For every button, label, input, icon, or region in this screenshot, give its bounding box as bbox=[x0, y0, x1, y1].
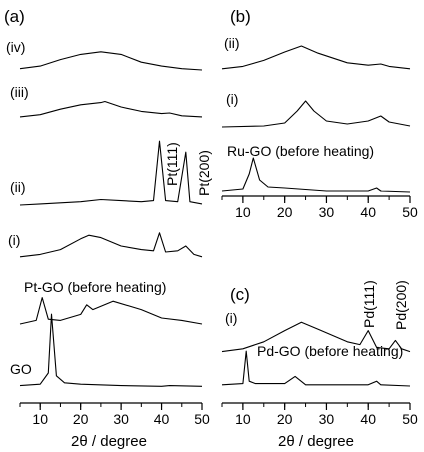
x-axis-label-a: 2θ / degree bbox=[71, 433, 147, 450]
series-label-a-ii: (ii) bbox=[10, 179, 26, 195]
tick-label-b: 20 bbox=[277, 204, 293, 220]
traces-a bbox=[19, 51, 203, 387]
traces-c bbox=[221, 321, 411, 387]
tick-label-c: 10 bbox=[235, 411, 251, 427]
series-line-a-1 bbox=[19, 100, 203, 118]
x-axis-c: 10 20 30 40 50 bbox=[221, 402, 418, 427]
tick-label-a: 40 bbox=[154, 411, 170, 427]
series-line-c-1 bbox=[221, 350, 411, 387]
series-line-b-0 bbox=[221, 45, 411, 70]
series-label-b-ii: (ii) bbox=[224, 35, 240, 51]
tick-label-c: 30 bbox=[319, 411, 335, 427]
traces-b bbox=[221, 45, 411, 193]
tick-label-c: 40 bbox=[360, 411, 376, 427]
series-line-a-5 bbox=[19, 313, 203, 387]
tick-label-b: 30 bbox=[319, 204, 335, 220]
panel-b: (b) (ii) (i) Ru-GO (before heating) 10 20… bbox=[221, 7, 418, 220]
series-label-c-i: (i) bbox=[225, 310, 237, 326]
series-label-b-i: (i) bbox=[226, 91, 238, 107]
series-line-b-1 bbox=[221, 100, 411, 128]
tick-label-b: 40 bbox=[360, 204, 376, 220]
x-axis-label-c: 2θ / degree bbox=[278, 433, 354, 450]
panel-b-letter: (b) bbox=[230, 7, 251, 26]
panel-a: (a) (iv) (iii) (ii) (i) Pt-GO (before he… bbox=[4, 7, 212, 450]
series-line-a-3 bbox=[19, 232, 203, 258]
tick-label-a: 20 bbox=[73, 411, 89, 427]
series-line-b-2 bbox=[221, 157, 411, 193]
annotation-pt200: Pt(200) bbox=[196, 150, 212, 196]
tick-label-b: 50 bbox=[402, 204, 418, 220]
tick-label-a: 30 bbox=[113, 411, 129, 427]
annotation-pd111: Pd(111) bbox=[361, 280, 377, 328]
tick-label-a: 50 bbox=[194, 411, 210, 427]
series-line-a-2 bbox=[19, 140, 203, 206]
series-label-a-iv: (iv) bbox=[6, 39, 25, 55]
annotation-pd200: Pd(200) bbox=[393, 280, 409, 330]
tick-label-b: 10 bbox=[235, 204, 251, 220]
tick-label-a: 10 bbox=[32, 411, 48, 427]
series-line-a-0 bbox=[19, 51, 203, 71]
series-label-a-iii: (iii) bbox=[10, 84, 29, 100]
tick-label-c: 50 bbox=[402, 411, 418, 427]
annotation-pt111: Pt(111) bbox=[164, 142, 180, 186]
series-label-pt-go: Pt-GO (before heating) bbox=[24, 279, 166, 295]
panel-c: (c) (i) Pd-GO (before heating) Pd(111) P… bbox=[221, 280, 418, 450]
panel-c-letter: (c) bbox=[230, 285, 250, 304]
series-line-a-4 bbox=[19, 297, 203, 325]
x-axis-a: 10 20 30 40 50 bbox=[19, 402, 210, 427]
series-label-go: GO bbox=[10, 361, 32, 377]
tick-label-c: 20 bbox=[277, 411, 293, 427]
series-label-ru-go: Ru-GO (before heating) bbox=[227, 143, 374, 159]
panel-a-letter: (a) bbox=[4, 7, 25, 26]
x-axis-b: 10 20 30 40 50 bbox=[221, 195, 418, 220]
series-label-a-i: (i) bbox=[8, 232, 20, 248]
series-label-pd-go: Pd-GO (before heating) bbox=[257, 343, 403, 359]
series-line-c-0 bbox=[221, 321, 411, 353]
